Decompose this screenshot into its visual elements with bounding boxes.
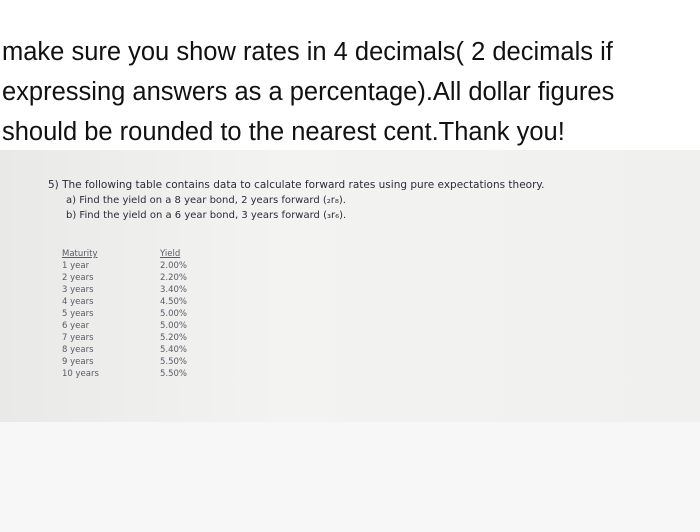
column-header: Yield bbox=[160, 249, 181, 259]
yield-cell: 3.40% bbox=[160, 285, 188, 295]
instruction-line: should be rounded to the nearest cent.Th… bbox=[2, 118, 565, 146]
maturity-cell: 9 years bbox=[62, 357, 94, 367]
yield-cell: 5.00% bbox=[160, 321, 188, 331]
instructions: make sure you show rates in 4 decimals( … bbox=[2, 32, 614, 152]
question-photo: 5) The following table contains data to … bbox=[0, 150, 700, 422]
yield-cell: 5.20% bbox=[160, 333, 188, 343]
maturity-cell: 7 years bbox=[62, 333, 94, 343]
maturity-cell: 3 years bbox=[62, 285, 94, 295]
instructions-area: make sure you show rates in 4 decimals( … bbox=[0, 0, 700, 150]
maturity-cell: 10 years bbox=[62, 369, 99, 379]
question-part: a) Find the yield on a 8 year bond, 2 ye… bbox=[66, 195, 346, 206]
yield-cell: 5.50% bbox=[160, 369, 188, 379]
table-row: 7 years 5.20% bbox=[62, 332, 187, 344]
maturity-cell: 2 years bbox=[62, 273, 94, 283]
header-row: Maturity Yield bbox=[62, 248, 187, 260]
question-part: b) Find the yield on a 6 year bond, 3 ye… bbox=[66, 210, 347, 221]
yield-cell: 5.50% bbox=[160, 357, 188, 367]
question: 5) The following table contains data to … bbox=[48, 178, 544, 223]
column-header: Maturity bbox=[62, 249, 98, 259]
table-row: 5 years 5.00% bbox=[62, 308, 187, 320]
table-row: 2 years 2.20% bbox=[62, 272, 187, 284]
yield-table: Maturity Yield 1 year 2.00% 2 years 2.20% 3 ye… bbox=[62, 248, 187, 380]
question-intro: 5) The following table contains data to … bbox=[48, 179, 545, 191]
table-row: 4 years 4.50% bbox=[62, 296, 187, 308]
yield-cell: 5.40% bbox=[160, 345, 188, 355]
maturity-cell: 6 year bbox=[62, 321, 90, 331]
yield-cell: 5.00% bbox=[160, 309, 188, 319]
table-row: 6 year 5.00% bbox=[62, 320, 187, 332]
maturity-cell: 4 years bbox=[62, 297, 94, 307]
table-row: 10 years 5.50% bbox=[62, 368, 187, 380]
maturity-cell: 8 years bbox=[62, 345, 94, 355]
maturity-cell: 5 years bbox=[62, 309, 94, 319]
yield-cell: 2.00% bbox=[160, 261, 188, 271]
table-row: 1 year 2.00% bbox=[62, 260, 187, 272]
instruction-line: make sure you show rates in 4 decimals( … bbox=[2, 38, 613, 66]
table-row: 8 years 5.40% bbox=[62, 344, 187, 356]
table-row: 3 years 3.40% bbox=[62, 284, 187, 296]
table-row: 9 years 5.50% bbox=[62, 356, 187, 368]
maturity-cell: 1 year bbox=[62, 261, 90, 271]
yield-cell: 4.50% bbox=[160, 297, 188, 307]
yield-cell: 2.20% bbox=[160, 273, 188, 283]
instruction-line: expressing answers as a percentage).All … bbox=[2, 78, 615, 106]
